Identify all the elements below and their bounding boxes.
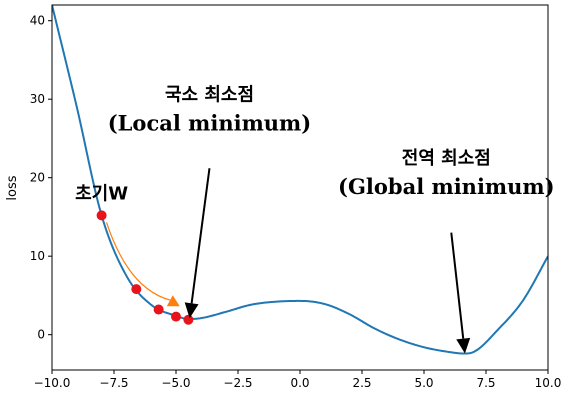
y-tick-label: 20 [30, 171, 45, 185]
descent-point [153, 304, 164, 315]
x-tick-label: 2.5 [352, 376, 371, 390]
annotation-arrow-line [450, 232, 465, 339]
y-tick-label: 30 [30, 92, 45, 106]
y-tick-label: 10 [30, 249, 45, 263]
initial-w-label: 초기W [75, 184, 128, 205]
descent-point [183, 314, 194, 325]
y-axis-label: loss [5, 175, 20, 200]
annotation-arrow-head [456, 337, 471, 354]
descent-arrow-line [105, 222, 171, 301]
x-tick-label: 10.0 [535, 376, 562, 390]
descent-point [131, 284, 142, 295]
descent-point [171, 311, 181, 322]
local-min-label: 국소 최소점 [165, 85, 254, 106]
x-tick-label: −10.0 [34, 376, 71, 390]
descent-point [96, 210, 107, 221]
loss-curve [52, 5, 548, 355]
x-tick-label: 0.0 [290, 376, 309, 390]
descent-arrow-head [166, 295, 180, 307]
y-tick-label: 40 [30, 14, 45, 28]
x-tick-label: −5.0 [161, 376, 190, 390]
x-tick-label: 5.0 [414, 376, 433, 390]
y-tick-label: 0 [37, 328, 45, 342]
local-min-label-en: (Local minimum) [108, 111, 311, 136]
x-tick-label: −7.5 [99, 376, 128, 390]
annotation-arrow-line [190, 168, 211, 304]
x-tick-label: 7.5 [476, 376, 495, 390]
x-tick-label: −2.5 [223, 376, 252, 390]
annotation-arrow-head [184, 302, 199, 319]
global-min-label: 전역 최소점 [402, 148, 491, 169]
global-min-label-en: (Global minimum) [338, 174, 555, 199]
